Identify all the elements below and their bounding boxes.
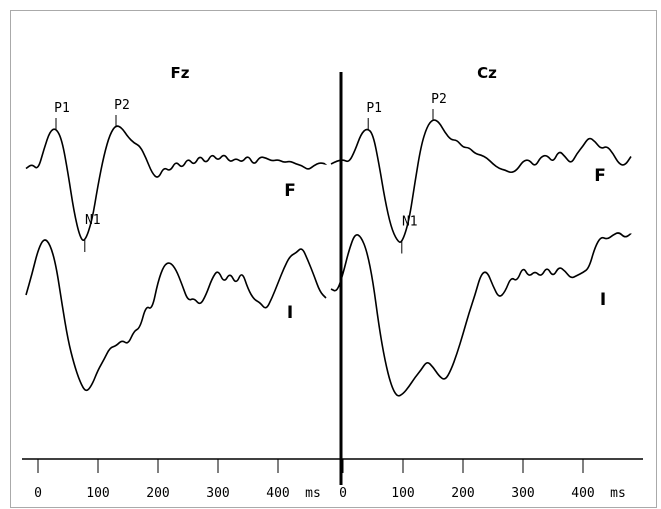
peak-label-fz-p2: P2 bbox=[114, 98, 130, 113]
x-tick-label-fz-0: 0 bbox=[34, 486, 42, 501]
x-unit-label-cz: ms bbox=[610, 486, 626, 501]
trace-cz-i bbox=[330, 232, 632, 397]
panel-title-cz: Cz bbox=[477, 64, 497, 82]
peak-label-cz-p1: P1 bbox=[366, 101, 382, 116]
trace-fz-f bbox=[25, 125, 327, 241]
trace-cz-f bbox=[330, 119, 632, 243]
x-unit-label-fz: ms bbox=[305, 486, 321, 501]
x-tick-label-fz-200: 200 bbox=[146, 486, 169, 501]
chart-layer: Fz F I P1 N1 P2 0 100 200 300 400 ms Cz F I P1 N1 P2 0 100 2… bbox=[22, 64, 643, 501]
condition-label-fz-i: I bbox=[287, 303, 293, 323]
x-tick-label-fz-100: 100 bbox=[86, 486, 109, 501]
condition-label-cz-i: I bbox=[600, 290, 606, 310]
x-tick-label-cz-0: 0 bbox=[339, 486, 347, 501]
x-tick-label-cz-100: 100 bbox=[391, 486, 414, 501]
x-tick-label-cz-400: 400 bbox=[571, 486, 594, 501]
x-tick-label-cz-200: 200 bbox=[451, 486, 474, 501]
figure-frame bbox=[10, 10, 657, 508]
trace-fz-i bbox=[25, 239, 327, 392]
condition-label-fz-f: F bbox=[284, 181, 296, 201]
panel-title-fz: Fz bbox=[171, 64, 190, 82]
x-tick-label-fz-400: 400 bbox=[266, 486, 289, 501]
peak-label-cz-p2: P2 bbox=[431, 92, 447, 107]
x-tick-label-cz-300: 300 bbox=[511, 486, 534, 501]
peak-label-cz-n1: N1 bbox=[402, 215, 418, 230]
peak-label-fz-n1: N1 bbox=[85, 213, 101, 228]
x-tick-label-fz-300: 300 bbox=[206, 486, 229, 501]
peak-label-fz-p1: P1 bbox=[54, 101, 70, 116]
condition-label-cz-f: F bbox=[594, 166, 606, 186]
